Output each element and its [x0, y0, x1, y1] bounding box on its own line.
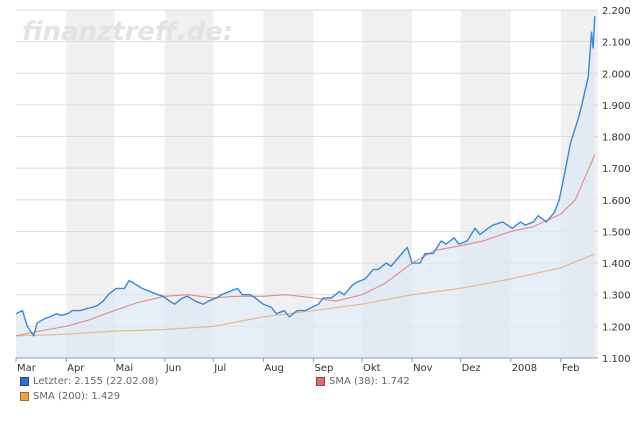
y-tick-label: 1.200 [602, 322, 631, 333]
legend-letzter: Letzter: 2.155 (22.02.08) [20, 376, 158, 387]
legend-swatch-sma200 [20, 392, 29, 401]
sma38-line [15, 154, 596, 337]
series-layer [15, 16, 596, 359]
x-tick-label: 2008 [512, 363, 537, 374]
y-tick-label: 1.100 [602, 354, 631, 365]
x-tick-label: Jun [165, 363, 182, 374]
sma200-line [15, 253, 595, 337]
y-tick-label: 1.700 [602, 164, 631, 175]
x-tick-label: Jul [213, 363, 226, 374]
legend-label-letzter: Letzter: 2.155 (22.02.08) [33, 376, 159, 387]
x-tick-label: Dez [462, 363, 481, 374]
legend-swatch-sma38 [316, 377, 325, 386]
y-tick-label: 2.200 [602, 6, 631, 17]
price-line [15, 16, 596, 337]
x-tick-label: Mar [17, 363, 37, 374]
legend-swatch-letzter [20, 377, 29, 386]
y-axis: 1.100 1.200 1.300 1.400 1.500 1.600 1.700 1.800… [602, 6, 631, 365]
legend-label-sma200: SMA (200): 1.429 [33, 391, 121, 402]
x-tick-label: Sep [314, 363, 333, 374]
x-tick-label: Feb [562, 363, 580, 374]
watermark: finanztreff.de: [22, 17, 233, 47]
x-axis: Mar Apr Mai Jun Jul Aug Sep Okt Nov Dez 2008 Feb [15, 358, 580, 374]
y-tick-label: 1.800 [602, 133, 631, 144]
x-tick-label: Apr [67, 363, 85, 374]
y-tick-label: 1.400 [602, 259, 631, 270]
x-tick-label: Nov [413, 363, 433, 374]
price-area [16, 16, 595, 359]
x-tick-label: Mai [116, 363, 134, 374]
x-tick-label: Aug [264, 363, 284, 374]
legend-sma200: SMA (200): 1.429 [20, 391, 120, 402]
month-band [263, 10, 314, 358]
y-tick-label: 1.900 [602, 101, 631, 112]
y-tick-label: 2.000 [602, 69, 631, 80]
legend-label-sma38: SMA (38): 1.742 [329, 376, 410, 387]
y-tick-label: 1.300 [602, 291, 631, 302]
y-tick-label: 1.500 [602, 227, 631, 238]
y-tick-label: 2.100 [602, 38, 631, 49]
y-tick-label: 1.600 [602, 196, 631, 207]
legend-sma38: SMA (38): 1.742 [316, 376, 410, 387]
x-tick-label: Okt [363, 363, 381, 374]
